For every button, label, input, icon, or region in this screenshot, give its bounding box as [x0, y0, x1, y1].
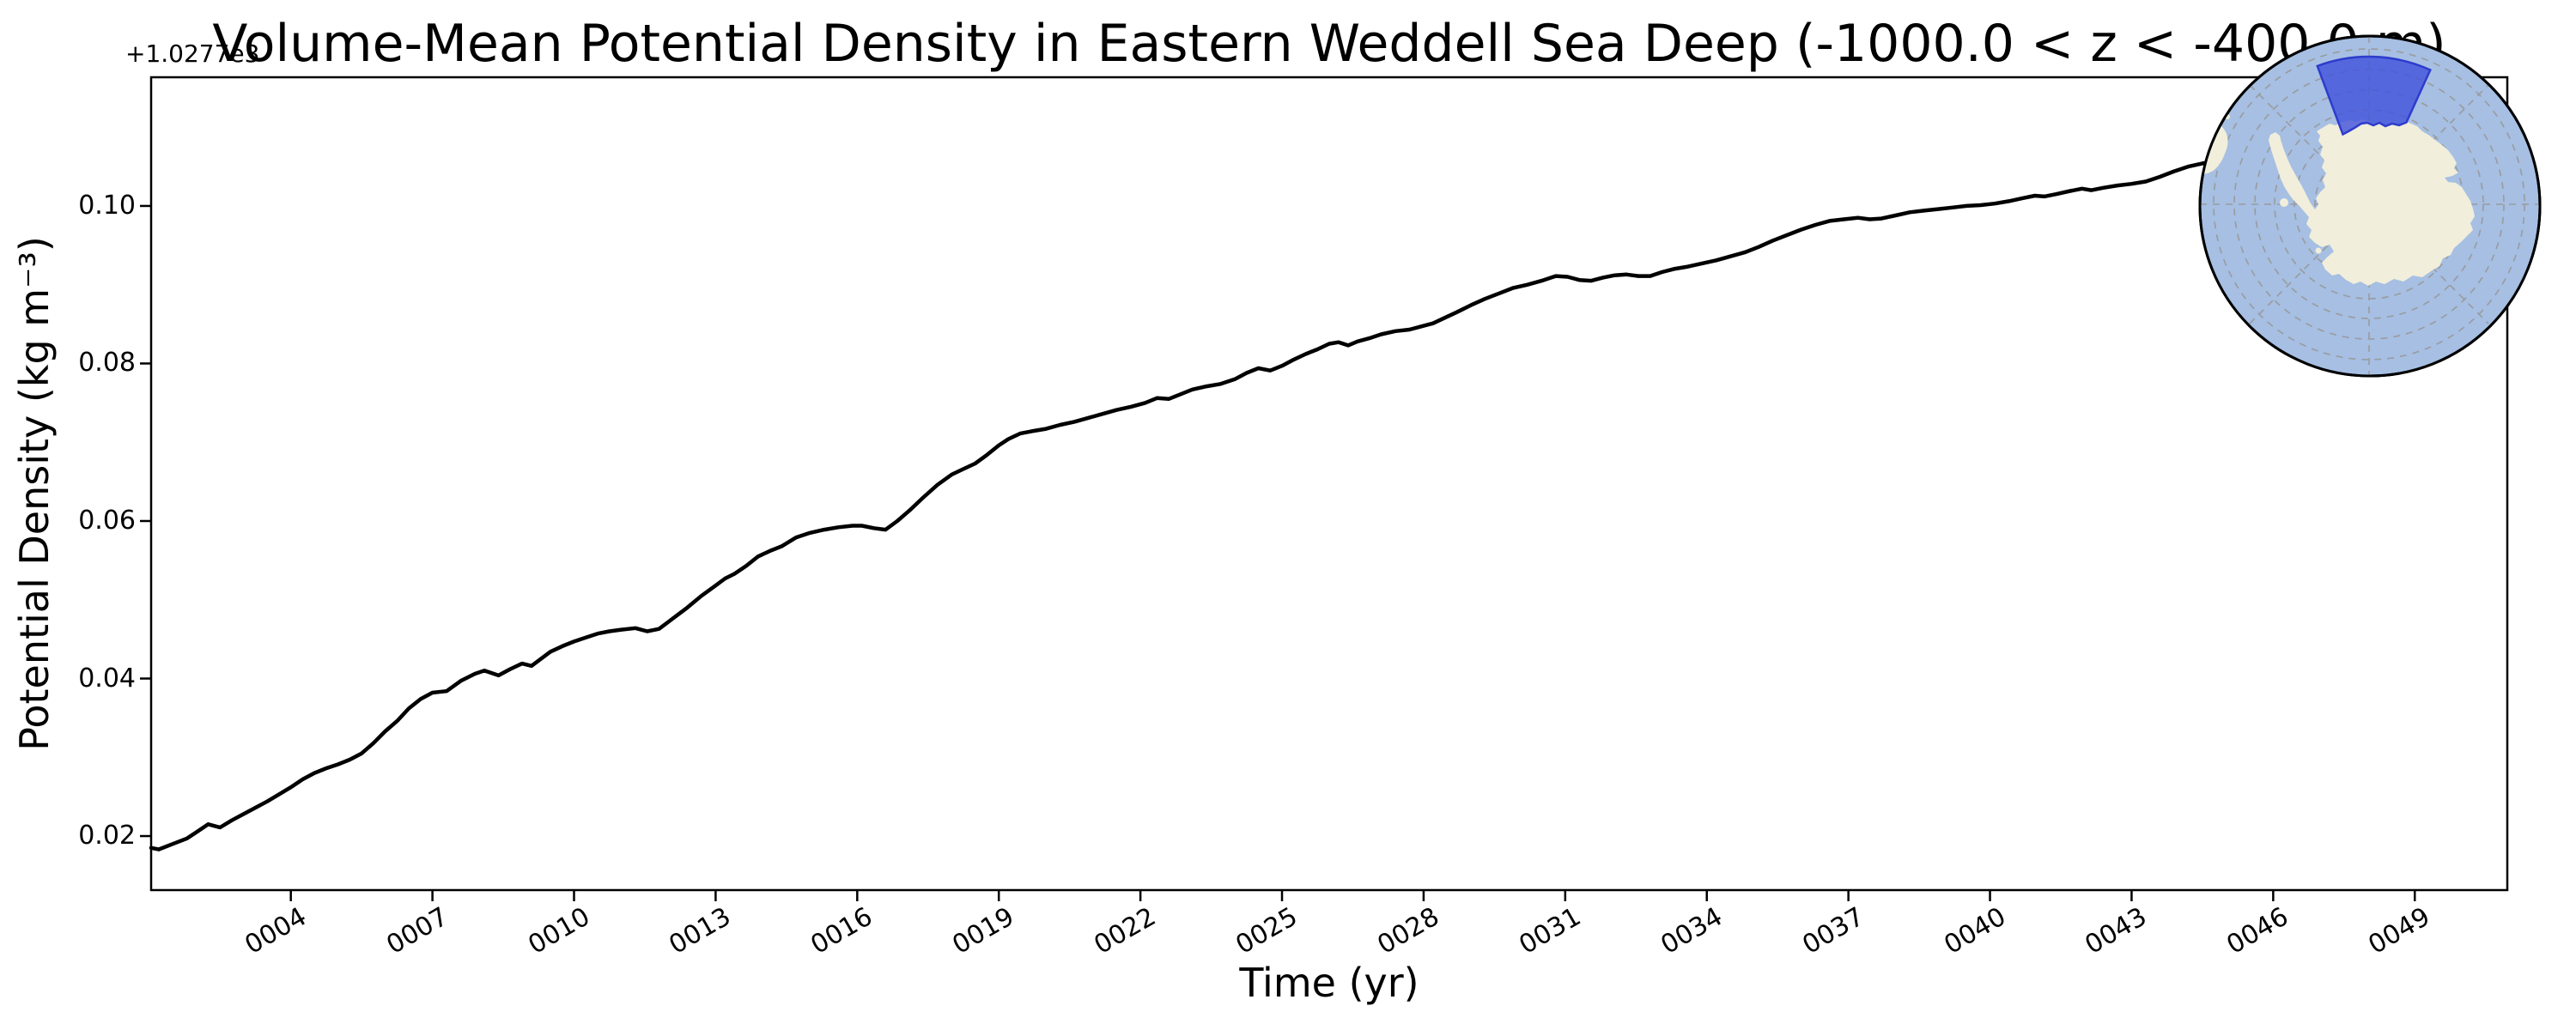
y-axis-offset-text: +1.0277e3	[125, 39, 260, 68]
tick-marks	[140, 204, 2416, 901]
y-tick-label: 0.08	[78, 348, 136, 379]
map-outline	[2198, 34, 2542, 378]
x-axis-label: Time (yr)	[1239, 960, 1419, 1006]
antarctica-landmass	[2269, 119, 2475, 286]
chart-title: Volume-Mean Potential Density in Eastern…	[212, 14, 2446, 74]
islet	[2315, 247, 2322, 254]
y-tick-label: 0.04	[78, 663, 136, 694]
y-tick-label: 0.10	[78, 190, 136, 221]
eastern-weddell-sea-region	[2316, 55, 2432, 136]
islet	[2326, 257, 2331, 262]
axes-spines	[149, 76, 2509, 892]
y-axis-label: Potential Density (kg m⁻³)	[11, 236, 58, 751]
antarctica-inset-map	[2198, 34, 2542, 378]
density-time-series-line	[149, 112, 2506, 851]
y-tick-label: 0.06	[78, 505, 136, 536]
alexander-island	[2280, 198, 2288, 207]
y-tick-label: 0.02	[78, 821, 136, 851]
